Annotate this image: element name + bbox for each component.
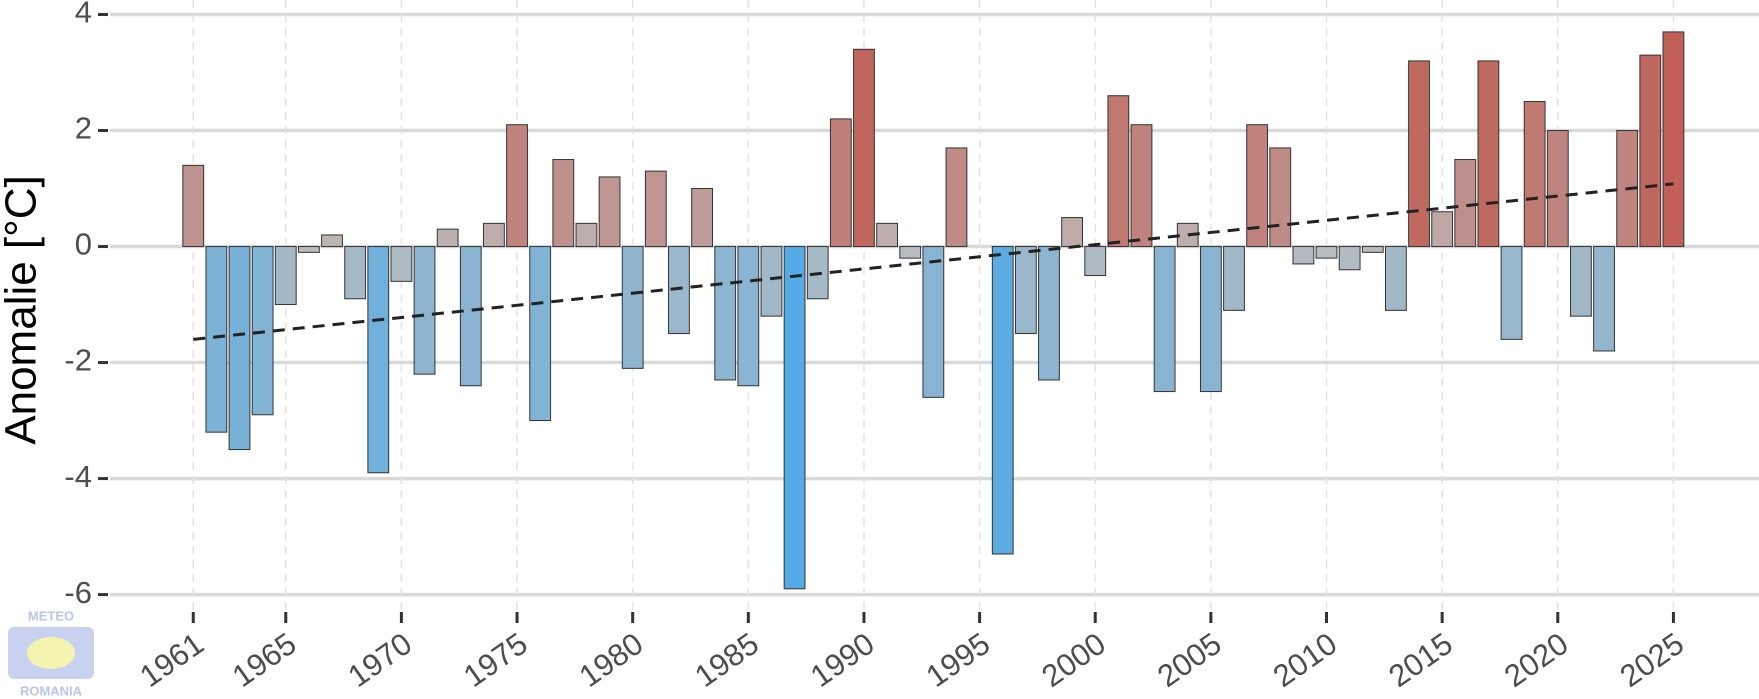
bar [1500,246,1523,340]
bar [390,246,413,282]
x-tick-label: 2015 [1382,626,1459,694]
bar [1223,246,1245,311]
bar [344,246,367,300]
bar [899,246,922,259]
bar [1130,124,1153,248]
bar [737,246,760,387]
y-tick-label: -2 [64,343,92,378]
bar [297,246,320,253]
y-tick-label: 0 [75,227,92,262]
bar [436,228,459,248]
logo-emblem [27,637,75,669]
bar [668,246,690,335]
y-axis-label: Anomalie [°C] [0,175,46,444]
x-tick-label: 1995 [920,626,997,694]
bar [1593,246,1615,352]
bar [922,246,945,398]
x-tick-label: 1975 [457,626,534,694]
logo-text: METEO [28,608,74,623]
logo: METEO ROMANIA [8,608,94,698]
bar [945,147,968,248]
y-tick-label: 4 [75,0,92,30]
bar [1107,95,1130,248]
y-tick-label: 2 [75,111,92,146]
bar [321,234,343,248]
bar [1199,246,1222,393]
bar [529,246,552,422]
bar [1061,217,1084,248]
bar [876,222,898,248]
bar [1084,246,1107,277]
bar [205,246,228,433]
x-tick-label: 1980 [573,626,650,694]
bar [575,222,598,248]
bar [1546,130,1569,248]
bar [1570,246,1592,317]
x-tick-label: 1985 [688,626,765,694]
logo-text: ROMANIA [20,683,83,698]
y-tick-label: -6 [64,575,92,610]
bar [1338,246,1361,271]
bar [367,246,390,474]
bar [1315,246,1338,259]
bar [552,159,575,248]
bar [182,164,205,248]
bar [506,124,528,248]
bar [783,246,806,590]
bar [991,246,1014,555]
bar [1477,60,1500,248]
bar [1038,246,1060,381]
bar [1408,60,1430,248]
bar [1384,246,1407,311]
bar [714,246,737,381]
bar [1269,147,1292,248]
bar [413,246,436,375]
bar [853,48,875,248]
bar [1662,31,1685,248]
bar [483,222,505,248]
y-tick-label: -4 [64,459,92,494]
bar [1431,211,1454,248]
bar [1639,54,1662,248]
bar [1523,101,1546,248]
bar [228,246,251,451]
bar [1153,246,1176,393]
bar [1361,246,1384,253]
x-tick-label: 1965 [226,626,303,694]
bar [644,170,667,248]
x-tick-label: 2000 [1035,626,1112,694]
bar [459,246,482,387]
bar [1292,246,1315,265]
x-tick-label: 2010 [1267,626,1344,694]
bar [1014,246,1037,335]
bar [621,246,644,369]
bar [274,246,297,306]
x-tick-label: 1970 [342,626,419,694]
bar [691,188,713,248]
bar [1246,124,1269,248]
bar [829,118,852,248]
x-tick-label: 2020 [1498,626,1575,694]
bar [760,246,783,317]
bar [1454,159,1477,248]
bar [598,176,621,248]
x-tick-label: 2025 [1614,626,1691,694]
x-tick-label: 2005 [1151,626,1228,694]
x-tick-label: 1961 [133,626,210,694]
x-tick-label: 1990 [804,626,881,694]
trend-line [193,182,1674,341]
